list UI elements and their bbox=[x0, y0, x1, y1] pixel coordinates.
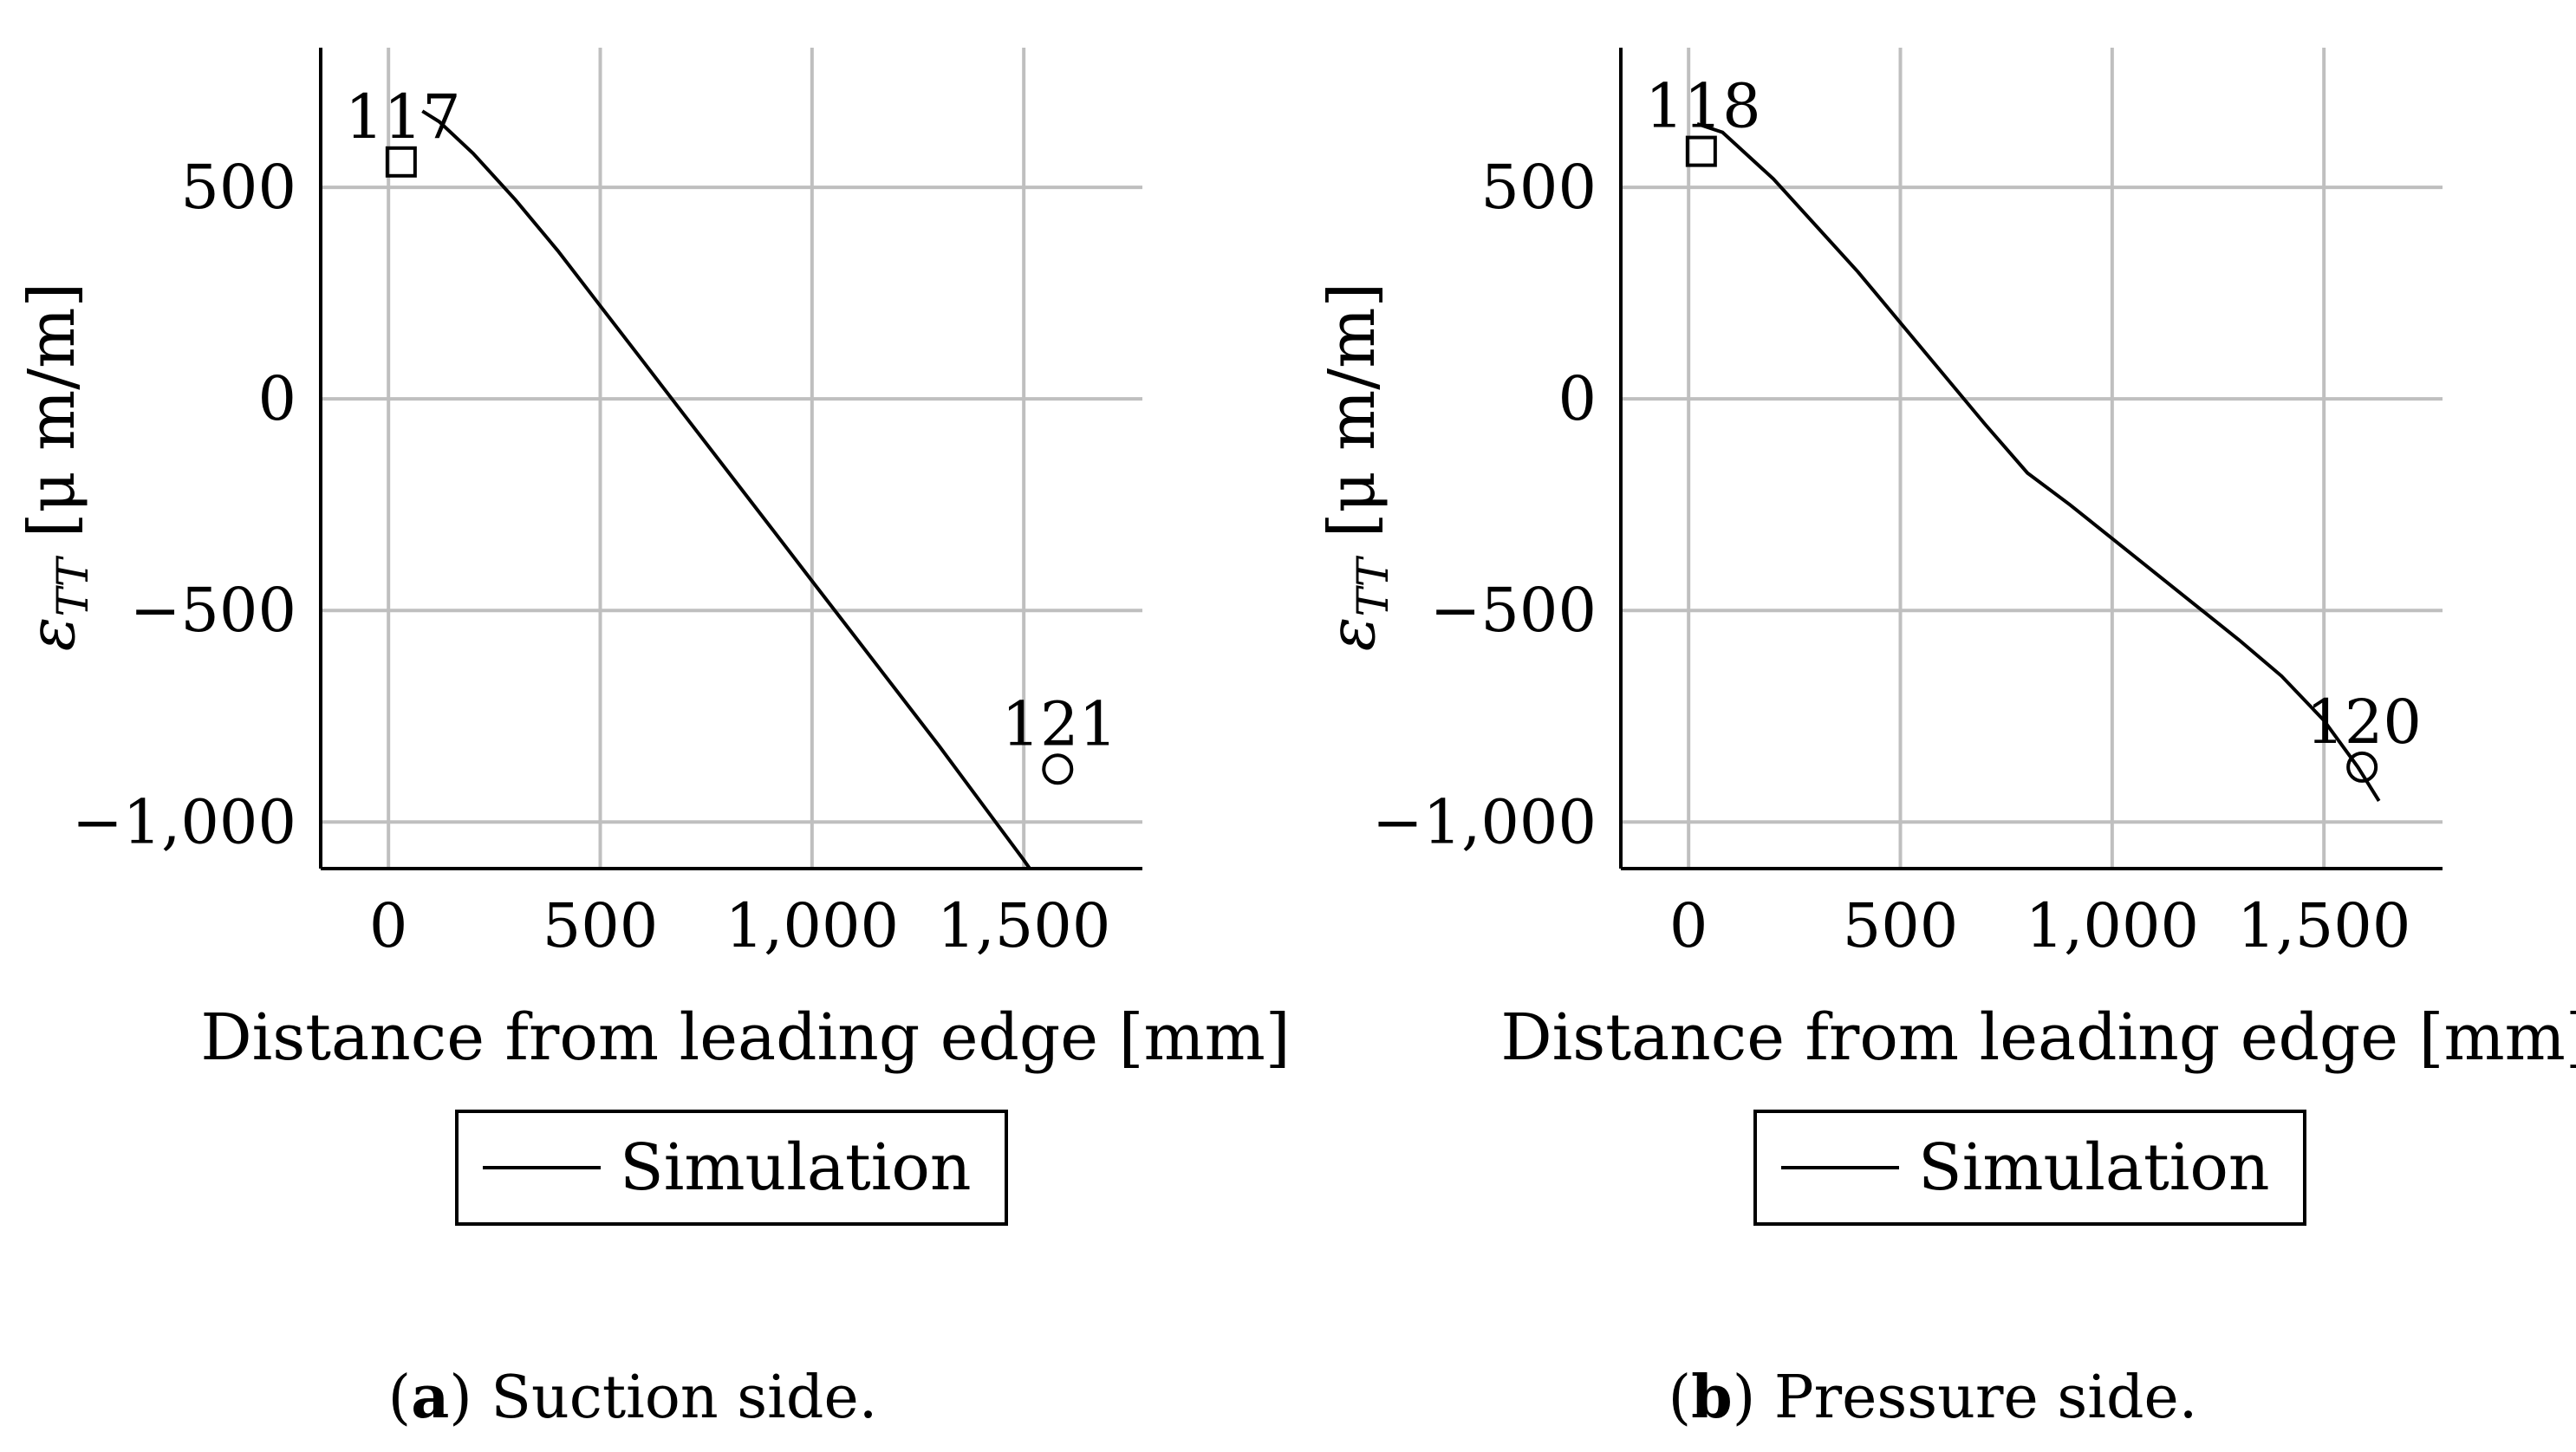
x-tick-label: 1,000 bbox=[725, 890, 899, 961]
y-axis-label-unit: [μ m/m] bbox=[1315, 283, 1389, 558]
simulation-series-line bbox=[421, 109, 1032, 869]
caption-letter: b bbox=[1691, 1363, 1733, 1432]
y-tick-label: 500 bbox=[1480, 152, 1597, 223]
y-tick-label: −1,000 bbox=[1372, 786, 1597, 857]
chart-suction-side: 0 500 1,000 1,500 −1,000 −500 0 500 Distance fro… bbox=[15, 48, 1291, 1432]
x-tick-label: 1,500 bbox=[937, 890, 1110, 961]
square-marker bbox=[1685, 135, 1717, 167]
y-axis-label: εTT [μ m/m] bbox=[1315, 283, 1398, 652]
x-tick-label: 0 bbox=[1669, 890, 1708, 961]
legend-label: Simulation bbox=[620, 1130, 972, 1205]
circle-marker bbox=[2346, 751, 2378, 783]
legend-label: Simulation bbox=[1918, 1130, 2270, 1205]
simulation-series-line bbox=[1696, 122, 2381, 802]
legend: Simulation bbox=[455, 1110, 1008, 1226]
y-axis-label: εTT [μ m/m] bbox=[15, 283, 98, 652]
x-tick-label: 500 bbox=[1843, 890, 1959, 961]
square-marker bbox=[385, 146, 417, 178]
legend: Simulation bbox=[1753, 1110, 2306, 1226]
chart-pressure-side: 0 500 1,000 1,500 −1,000 −500 0 500 Distance fro… bbox=[1315, 48, 2576, 1432]
caption-text: Suction side. bbox=[472, 1364, 878, 1432]
x-tick-label: 1,000 bbox=[2026, 890, 2199, 961]
y-axis-label-subscript: TT bbox=[1348, 555, 1398, 616]
figure-caption: (b) Pressure side. bbox=[1669, 1363, 2198, 1432]
x-axis-label: Distance from leading edge [mm] bbox=[1500, 1000, 2576, 1075]
caption-paren-open: ( bbox=[388, 1364, 412, 1432]
y-tick-label: −500 bbox=[130, 575, 296, 646]
caption-paren-close: ) bbox=[1733, 1364, 1756, 1432]
figure-caption: (a) Suction side. bbox=[388, 1363, 878, 1432]
y-axis-label-symbol: ε bbox=[15, 617, 89, 652]
caption-paren-close: ) bbox=[449, 1364, 472, 1432]
y-tick-label: 500 bbox=[180, 152, 296, 223]
x-axis-label: Distance from leading edge [mm] bbox=[200, 1000, 1290, 1075]
caption-paren-open: ( bbox=[1669, 1364, 1692, 1432]
caption-letter: a bbox=[411, 1363, 449, 1432]
point-label: 118 bbox=[1645, 71, 1761, 142]
y-axis-label-unit: [μ m/m] bbox=[15, 283, 89, 558]
y-tick-label: 0 bbox=[1558, 363, 1597, 434]
caption-text: Pressure side. bbox=[1755, 1364, 2197, 1432]
x-tick-label: 0 bbox=[369, 890, 408, 961]
circle-marker bbox=[1042, 753, 1074, 785]
point-label: 121 bbox=[1001, 688, 1117, 759]
y-axis-label-symbol: ε bbox=[1315, 617, 1389, 652]
y-tick-label: −500 bbox=[1430, 575, 1597, 646]
x-tick-label: 500 bbox=[543, 890, 659, 961]
point-label: 120 bbox=[2306, 687, 2422, 758]
y-tick-label: −1,000 bbox=[72, 786, 296, 857]
point-label: 117 bbox=[345, 81, 461, 153]
x-tick-label: 1,500 bbox=[2237, 890, 2410, 961]
y-axis-label-subscript: TT bbox=[48, 555, 98, 616]
y-tick-label: 0 bbox=[257, 363, 296, 434]
